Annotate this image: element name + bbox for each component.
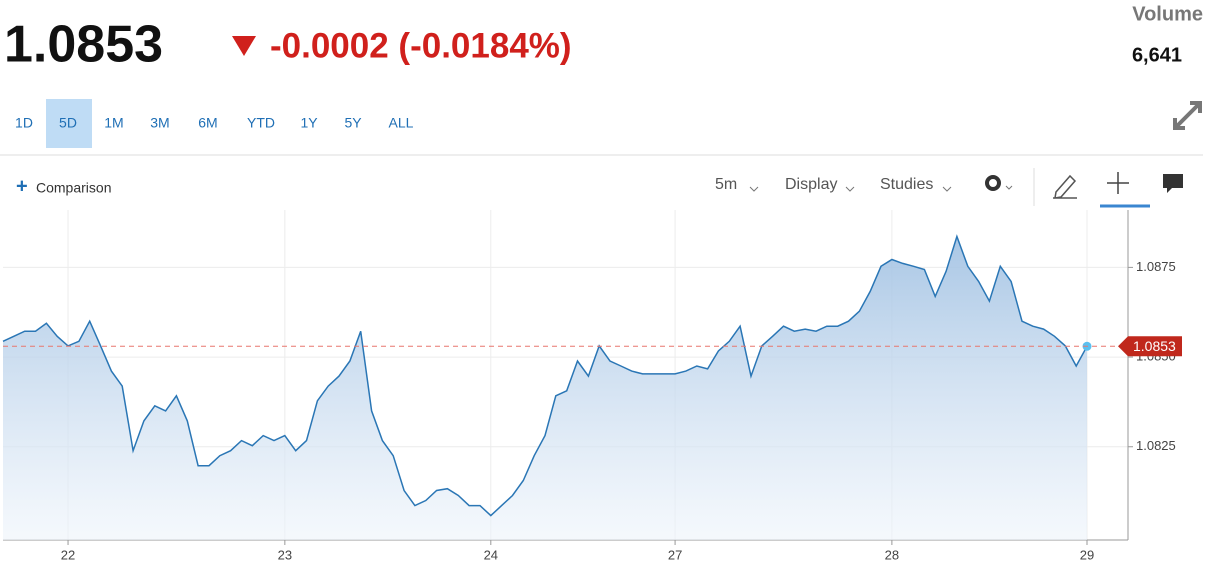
range-button[interactable]: 1Y	[300, 115, 318, 131]
change: -0.0002 (-0.0184%)	[270, 26, 572, 65]
range-button[interactable]: YTD	[247, 115, 275, 131]
x-tick-label: 29	[1080, 547, 1094, 562]
x-tick-label: 28	[885, 547, 899, 562]
volume: 6,641	[1132, 44, 1182, 66]
x-tick-label: 27	[668, 547, 682, 562]
x-tick-label: 23	[278, 547, 292, 562]
range-button[interactable]: 5D	[59, 115, 77, 131]
chevron	[845, 186, 855, 192]
comparison[interactable]: Comparison	[36, 180, 111, 196]
settings-icon[interactable]	[985, 175, 1013, 191]
price-tag-label: 1.0853	[1133, 338, 1176, 354]
range-button[interactable]: 1M	[104, 115, 123, 131]
y-tick-label: 1.0825	[1136, 438, 1176, 453]
volume-label: Volume	[1132, 3, 1203, 25]
range-button[interactable]: 5Y	[344, 115, 362, 131]
down-arrow	[232, 36, 256, 56]
line	[2, 234, 1088, 517]
price-tag	[1118, 336, 1182, 357]
comment-icon[interactable]	[1163, 174, 1183, 193]
x-tick-label: 24	[484, 547, 498, 562]
range-button[interactable]: ALL	[389, 115, 414, 131]
chevron	[942, 186, 952, 192]
range-button[interactable]: 3M	[150, 115, 169, 131]
plus-icon[interactable]: +	[16, 175, 28, 197]
chevron	[749, 186, 759, 192]
price: 1.0853	[4, 16, 163, 74]
range-button[interactable]: 1D	[15, 115, 33, 131]
y-tick-label: 1.0875	[1136, 259, 1176, 274]
x-tick-label: 22	[61, 547, 75, 562]
active-range-bg	[46, 99, 92, 148]
display[interactable]: Display	[785, 176, 837, 193]
expand-icon[interactable]	[1173, 101, 1202, 130]
interval[interactable]: 5m	[715, 176, 737, 193]
range-button[interactable]: 6M	[198, 115, 217, 131]
studies[interactable]: Studies	[880, 176, 933, 193]
area	[3, 236, 1087, 540]
crosshair-icon[interactable]	[1107, 172, 1129, 194]
range-bar: 1D 5D 1M 3M 6M YTD 1Y 5Y ALL	[15, 99, 414, 148]
draw-icon[interactable]	[1053, 174, 1077, 199]
